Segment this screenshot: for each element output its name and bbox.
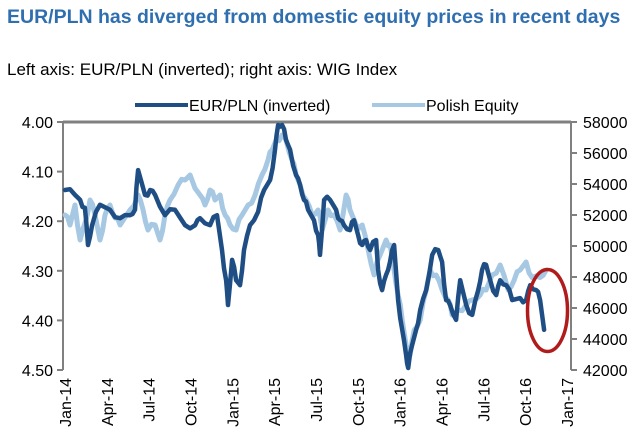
x-tick-label: Oct-16 — [518, 378, 535, 426]
x-tick-label: Jul-15 — [309, 378, 326, 422]
right-tick-label: 54000 — [583, 177, 628, 194]
left-tick-label: 4.10 — [22, 165, 53, 182]
right-tick-label: 44000 — [583, 332, 628, 349]
x-tick-label: Jan-14 — [58, 378, 75, 427]
x-tick-label: Apr-15 — [267, 378, 284, 426]
series-line-polish-equity — [62, 132, 549, 358]
right-tick-label: 58000 — [583, 115, 628, 132]
left-axis-ticks: 4.00 4.10 4.20 4.30 4.40 4.50 — [22, 115, 63, 380]
x-tick-label: Oct-15 — [351, 378, 368, 426]
chart-subtitle: Left axis: EUR/PLN (inverted); right axi… — [7, 60, 398, 79]
x-tick-label: Jul-14 — [142, 378, 159, 422]
right-tick-label: 46000 — [583, 301, 628, 318]
legend: EUR/PLN (inverted) Polish Equity — [135, 98, 519, 115]
x-axis-ticks: Jan-14 Apr-14 Jul-14 Oct-14 Jan-15 Apr-15 Jul-… — [58, 378, 577, 427]
x-tick-label: Apr-16 — [435, 378, 452, 426]
x-tick-label: Jan-16 — [393, 378, 410, 427]
x-tick-label: Apr-14 — [100, 378, 117, 426]
legend-label-polish-equity: Polish Equity — [426, 98, 519, 115]
x-tick-label: Jul-16 — [476, 378, 493, 422]
left-tick-label: 4.00 — [22, 115, 53, 132]
left-tick-label: 4.50 — [22, 363, 53, 380]
left-tick-label: 4.40 — [22, 313, 53, 330]
x-tick-label: Jan-15 — [225, 378, 242, 427]
chart-title: EUR/PLN has diverged from domestic equit… — [7, 6, 621, 28]
left-tick-label: 4.30 — [22, 264, 53, 281]
left-tick-label: 4.20 — [22, 214, 53, 231]
series-line-eurpln — [62, 122, 547, 371]
right-tick-label: 42000 — [583, 363, 628, 380]
series-group — [62, 122, 549, 371]
highlight-ellipse — [525, 267, 570, 354]
right-tick-label: 56000 — [583, 146, 628, 163]
x-tick-label: Oct-14 — [184, 378, 201, 426]
right-axis-ticks: 58000 56000 54000 52000 50000 48000 46000 44000… — [571, 115, 628, 380]
x-tick-label: Jan-17 — [560, 378, 577, 427]
right-tick-label: 52000 — [583, 208, 628, 225]
right-tick-label: 48000 — [583, 270, 628, 287]
legend-label-eurpln: EUR/PLN (inverted) — [189, 98, 330, 115]
right-tick-label: 50000 — [583, 239, 628, 256]
